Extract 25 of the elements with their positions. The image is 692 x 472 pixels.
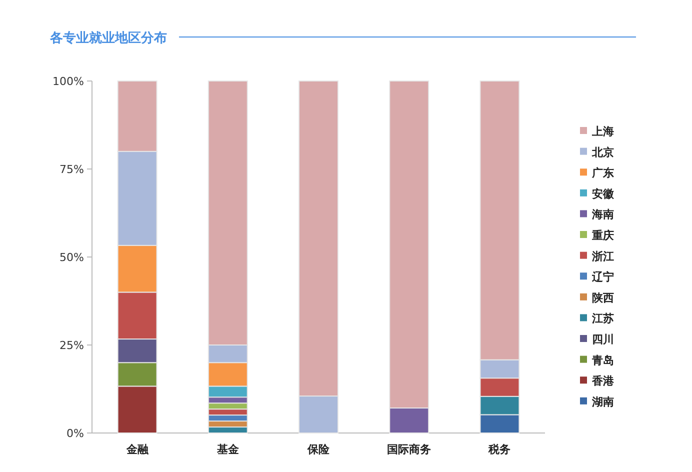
y-tick-label: 25%: [60, 339, 84, 352]
legend-label: 浙江: [591, 250, 614, 263]
legend-label: 陕西: [592, 291, 614, 304]
x-tick-label: 税务: [488, 443, 511, 456]
y-tick-label: 100%: [52, 75, 84, 88]
legend-label: 上海: [591, 125, 614, 138]
chart-title: 各专业就业地区分布: [49, 30, 167, 46]
x-tick-label: 金融: [125, 443, 150, 456]
legend-label: 江苏: [591, 312, 614, 326]
y-tick-label: 75%: [60, 163, 84, 176]
x-tick-label: 基金: [216, 443, 240, 456]
legend-label: 青岛: [591, 354, 614, 367]
legend-label: 辽宁: [591, 270, 614, 284]
y-tick-label: 50%: [60, 251, 84, 264]
legend-label: 广东: [591, 166, 614, 180]
legend-label: 湖南: [591, 395, 614, 408]
legend-label: 北京: [591, 146, 614, 159]
legend-label: 重庆: [591, 229, 614, 242]
legend-label: 香港: [591, 374, 615, 388]
y-tick-label: 0%: [66, 427, 84, 440]
x-tick-label: 保险: [306, 443, 330, 456]
legend-label: 安徽: [592, 187, 615, 200]
legend-label: 海南: [591, 208, 614, 222]
legend-label: 四川: [592, 333, 614, 346]
x-tick-label: 国际商务: [387, 443, 432, 456]
